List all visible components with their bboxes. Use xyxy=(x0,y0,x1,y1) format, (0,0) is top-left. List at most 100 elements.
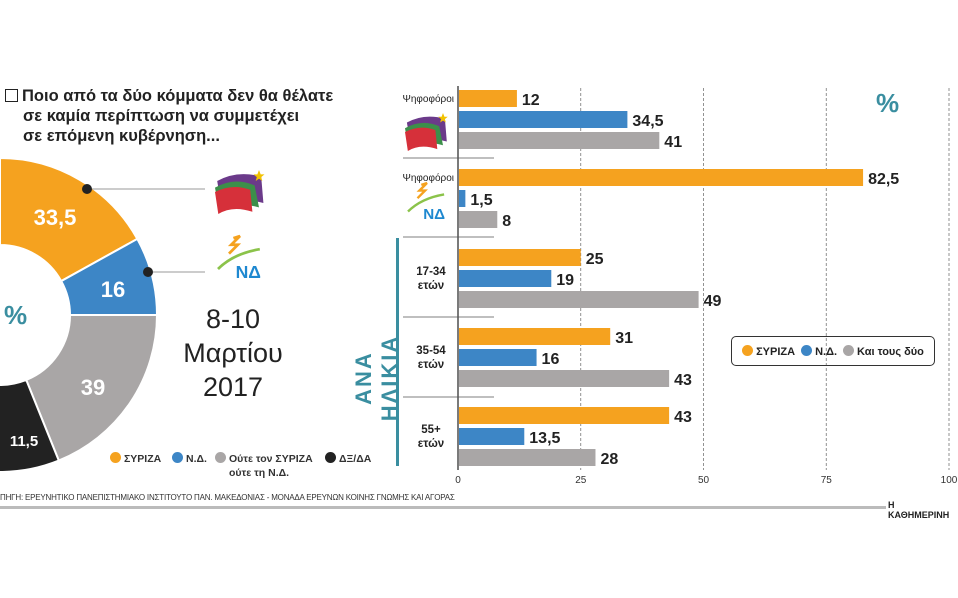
bar-value-label: 41 xyxy=(664,134,682,151)
logo-text: ΝΔ xyxy=(423,206,445,223)
nd-logo-icon: ΝΔ xyxy=(217,234,261,282)
category-label: ετών xyxy=(418,438,444,450)
age-bracket xyxy=(396,238,399,466)
logo-part xyxy=(217,247,261,270)
title-line: σε καμία περίπτωση να συμμετέχει xyxy=(23,107,300,125)
bar-value-label: 49 xyxy=(704,293,722,310)
legend-swatch xyxy=(843,344,855,356)
donut-legend-item: Ούτε τον ΣΥΡΙΖΑ ούτε τη Ν.Δ. xyxy=(215,452,313,480)
legend-label: Ν.Δ. xyxy=(815,345,838,358)
legend-swatch xyxy=(742,344,754,356)
category-label: 35-54 xyxy=(416,345,446,357)
category-label: ετών xyxy=(418,359,444,371)
donut-slice xyxy=(24,314,159,462)
bar-value-label: 82,5 xyxy=(868,171,899,188)
slice-value-label: 16 xyxy=(101,277,125,302)
bar xyxy=(459,328,611,345)
bar xyxy=(459,111,628,128)
legend-label: Ούτε τον ΣΥΡΙΖΑ xyxy=(229,453,313,465)
logo-part xyxy=(407,193,445,213)
nd-logo-icon: ΝΔ xyxy=(407,181,445,223)
bar xyxy=(459,90,517,107)
leader-dot xyxy=(143,267,153,277)
logo-text: ΝΔ xyxy=(236,262,261,282)
bar-value-label: 43 xyxy=(674,409,692,426)
legend-item: ΣΥΡΙΖΑ xyxy=(742,344,796,358)
age-group-label: ΑΝΑ ΗΛΙΚΙΑ xyxy=(351,334,402,422)
star-icon xyxy=(438,113,448,123)
legend-item: Και τους δύο xyxy=(843,344,924,358)
category-label: 17-34 xyxy=(416,266,446,278)
bar xyxy=(459,291,699,308)
brand-label: Η ΚΑΘΗΜΕΡΙΝΗ xyxy=(888,500,950,520)
legend-label: ούτε τη Ν.Δ. xyxy=(229,467,290,479)
bar-value-label: 1,5 xyxy=(470,192,492,209)
bar-value-label: 19 xyxy=(556,272,574,289)
donut-legend-item: ΣΥΡΙΖΑ xyxy=(110,452,161,466)
category-label: Ψηφοφόροι xyxy=(403,93,454,105)
bar-value-label: 28 xyxy=(600,451,618,468)
x-tick-label: 0 xyxy=(455,475,461,486)
bar-value-label: 8 xyxy=(502,213,511,230)
legend-item: Ν.Δ. xyxy=(801,344,838,358)
logo-part xyxy=(416,181,428,200)
legend-swatch xyxy=(325,452,336,463)
bar xyxy=(459,190,466,207)
x-tick-label: 75 xyxy=(821,475,833,486)
chart-title: Ποιο από τα δύο κόμματα δεν θα θέλατε σε… xyxy=(5,86,333,146)
footer-rule xyxy=(0,506,886,509)
syriza-logo-icon xyxy=(215,170,265,214)
bar xyxy=(459,270,552,287)
slice-value-label: 39 xyxy=(81,375,105,400)
bar xyxy=(459,249,581,266)
date-line: 8-10 xyxy=(205,304,261,334)
star-icon xyxy=(253,170,265,181)
bar xyxy=(459,349,537,366)
donut-slice xyxy=(0,378,61,473)
bar xyxy=(459,449,596,466)
bar-value-label: 31 xyxy=(615,330,633,347)
poll-date: 8-10 Μαρτίου 2017 xyxy=(168,302,298,404)
percent-icon: % xyxy=(4,300,28,330)
legend-label: Και τους δύο xyxy=(857,345,924,358)
bar-value-label: 16 xyxy=(542,351,560,368)
bar xyxy=(459,169,864,186)
bar-value-label: 25 xyxy=(586,251,604,268)
donut-legend-item: Ν.Δ. xyxy=(172,452,207,466)
bar-value-label: 13,5 xyxy=(529,430,560,447)
bar-legend: ΣΥΡΙΖΑ Ν.Δ. Και τους δύο xyxy=(731,336,935,366)
bar xyxy=(459,132,660,149)
bar xyxy=(459,407,670,424)
leader-dot xyxy=(82,184,92,194)
title-line: σε επόμενη κυβέρνηση... xyxy=(23,127,220,145)
x-tick-label: 25 xyxy=(575,475,587,486)
source-note: ΠΗΓΗ: ΕΡΕΥΝΗΤΙΚΟ ΠΑΝΕΠΙΣΤΗΜΙΑΚΟ ΙΝΣΤΙΤΟΥ… xyxy=(0,493,455,502)
legend-label: ΔΞ/ΔΑ xyxy=(339,453,372,465)
legend-swatch xyxy=(801,344,813,356)
legend-swatch xyxy=(215,452,226,463)
title-line: Ποιο από τα δύο κόμματα δεν θα θέλατε xyxy=(22,87,334,105)
legend-swatch xyxy=(110,452,121,463)
category-label: ετών xyxy=(418,280,444,292)
logo-part xyxy=(405,127,438,151)
legend-swatch xyxy=(172,452,183,463)
syriza-logo-icon xyxy=(405,113,448,151)
slice-value-label: 11,5 xyxy=(10,433,38,450)
bar-value-label: 43 xyxy=(674,372,692,389)
date-line: 2017 xyxy=(202,372,264,402)
checkbox-icon xyxy=(5,89,18,102)
logo-part xyxy=(227,234,242,255)
legend-label: ΣΥΡΙΖΑ xyxy=(756,345,796,358)
category-label: Ψηφοφόροι xyxy=(403,172,454,184)
logo-part xyxy=(215,186,253,214)
bar xyxy=(459,211,498,228)
slice-value-label: 33,5 xyxy=(34,205,77,230)
bar-value-label: 34,5 xyxy=(632,113,663,130)
date-line: Μαρτίου xyxy=(183,338,283,368)
legend-label: ΣΥΡΙΖΑ xyxy=(124,453,162,465)
x-tick-label: 50 xyxy=(698,475,710,486)
percent-icon: % xyxy=(876,88,900,118)
donut-slice xyxy=(0,156,139,283)
bar-value-label: 12 xyxy=(522,92,540,109)
